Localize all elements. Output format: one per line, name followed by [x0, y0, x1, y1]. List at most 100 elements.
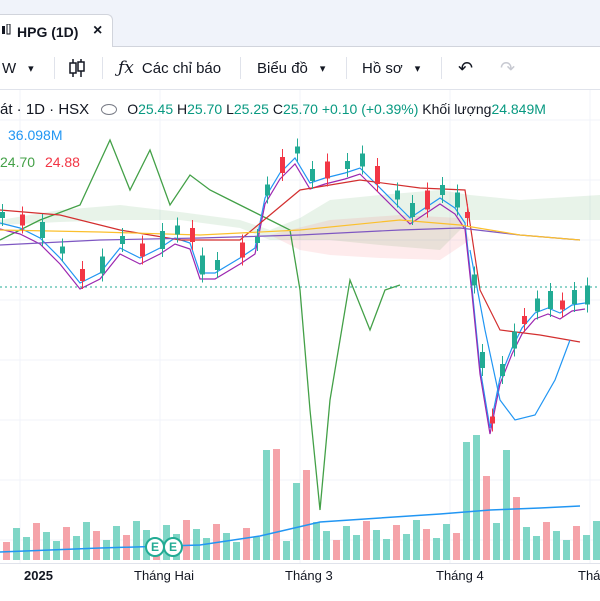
- volume-bar: [553, 531, 560, 560]
- volume-bar: [343, 526, 350, 560]
- event-marker[interactable]: E: [163, 537, 183, 557]
- volume-bar: [53, 541, 60, 560]
- interval-button[interactable]: W ▾: [2, 47, 34, 89]
- chevron-down-icon: ▾: [414, 62, 421, 75]
- ma-fast-drop: [469, 249, 571, 421]
- volume-bar: [523, 527, 530, 560]
- volume-bar: [593, 521, 600, 560]
- volume-bar: [463, 442, 470, 560]
- volume-bar: [263, 450, 270, 560]
- volume-bar: [363, 521, 370, 560]
- volume-bar: [273, 449, 280, 560]
- candle-body: [465, 212, 470, 218]
- undo-button[interactable]: ↶: [458, 47, 473, 89]
- volume-bar: [73, 536, 80, 560]
- volume-bar: [113, 526, 120, 560]
- event-marker[interactable]: E: [145, 537, 165, 557]
- volume-bar: [503, 450, 510, 560]
- divider: [54, 57, 55, 79]
- candle-body: [255, 237, 260, 243]
- ichimoku-b-value: 24.88: [44, 154, 80, 170]
- ohlc-values: O25.45 H25.70 L25.25 C25.70 +0.10 (+0.39…: [127, 101, 546, 117]
- chevron-down-icon: ▾: [28, 62, 34, 75]
- chart-style-button[interactable]: [68, 47, 86, 89]
- candle-body: [80, 269, 85, 281]
- volume-bar: [23, 537, 30, 560]
- divider: [346, 57, 347, 79]
- volume-bar: [133, 521, 140, 560]
- indicator-lines: [0, 138, 586, 511]
- volume-bar: [453, 533, 460, 560]
- candle-body: [535, 298, 540, 312]
- candle-body: [190, 228, 195, 242]
- volume-bar: [313, 522, 320, 560]
- chart-type-button[interactable]: Biểu đồ ▾: [257, 47, 325, 89]
- volume-bar: [443, 524, 450, 560]
- candle-body: [0, 212, 5, 218]
- cloud-red: [270, 215, 470, 260]
- volume-bar: [93, 531, 100, 560]
- tab-bar: HPG (1D) ×: [0, 0, 600, 47]
- divider: [102, 57, 103, 79]
- volume-bar: [573, 526, 580, 560]
- volume-bar: [413, 520, 420, 560]
- candle-body: [425, 190, 430, 210]
- candle-body: [522, 316, 527, 324]
- divider: [240, 57, 241, 79]
- candle-body: [512, 331, 517, 349]
- candlesticks: [0, 138, 590, 432]
- volume-bar: [543, 522, 550, 560]
- price-chart[interactable]: [0, 90, 600, 563]
- candle-body: [215, 260, 220, 270]
- chart-type-label: Biểu đồ: [257, 59, 308, 77]
- symbol-label: át · 1D · HSX: [0, 100, 90, 118]
- axis-label-next: Thá: [578, 568, 600, 583]
- candle-body: [60, 246, 65, 254]
- volume-bar: [563, 540, 570, 560]
- volume-bar: [423, 529, 430, 560]
- axis-label-feb: Tháng Hai: [134, 568, 194, 583]
- volume-ma-value: 36.098M: [8, 127, 63, 143]
- candle-body: [395, 190, 400, 200]
- redo-icon: ↷: [500, 57, 516, 78]
- volume-bar: [293, 483, 300, 560]
- undo-icon: ↶: [458, 57, 474, 78]
- volume-bar: [33, 523, 40, 560]
- candle-body: [325, 161, 330, 179]
- volume-bar: [533, 536, 540, 560]
- chevron-down-icon: ▾: [319, 62, 326, 75]
- symbol-legend: át · 1D · HSX O25.45 H25.70 L25.25 C25.7…: [0, 98, 546, 120]
- indicators-button[interactable]: ƒx Các chỉ báo: [118, 47, 221, 89]
- close-icon[interactable]: ×: [93, 22, 103, 39]
- volume-bar: [393, 525, 400, 560]
- volume-bar: [373, 530, 380, 560]
- volume-bar: [383, 539, 390, 560]
- fx-icon: ƒx: [118, 58, 134, 78]
- candle-body: [175, 225, 180, 235]
- candle-body: [200, 255, 205, 275]
- eye-icon[interactable]: [101, 103, 118, 115]
- volume-bar: [103, 540, 110, 560]
- profile-button[interactable]: Hồ sơ ▾: [362, 47, 420, 89]
- candle-body: [280, 157, 285, 173]
- candle-body: [240, 242, 245, 258]
- candle-body: [295, 146, 300, 154]
- candle-body: [310, 169, 315, 181]
- candle-body: [560, 300, 565, 310]
- candle-body: [345, 161, 350, 169]
- ma-yellow: [0, 219, 581, 241]
- redo-button[interactable]: ↷: [500, 47, 515, 89]
- candle-body: [572, 290, 577, 304]
- interval-label: W: [2, 59, 17, 77]
- candlestick-icon: [69, 59, 85, 77]
- candle-body: [40, 222, 45, 238]
- volume-bar: [473, 435, 480, 560]
- time-axis[interactable]: 2025 Tháng Hai Tháng 3 Tháng 4 Thá: [0, 563, 600, 601]
- volume-bar: [323, 531, 330, 560]
- candle-body: [500, 364, 505, 376]
- candle-body: [375, 166, 380, 184]
- chart-tab[interactable]: HPG (1D) ×: [0, 14, 113, 47]
- candle-body: [472, 274, 477, 286]
- event-label: E: [150, 540, 159, 554]
- volume-bar: [203, 538, 210, 560]
